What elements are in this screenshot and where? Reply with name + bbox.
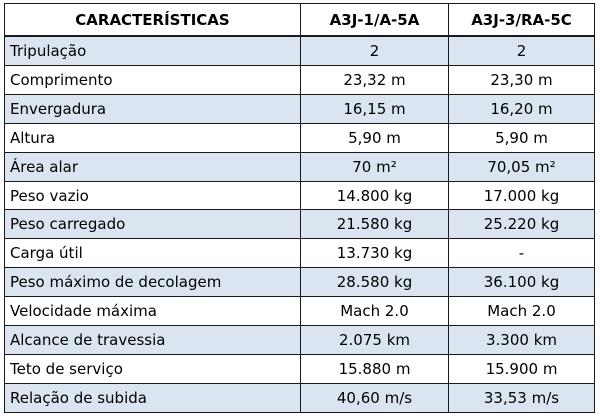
value-a3j-3: -: [448, 238, 595, 269]
value-a3j-3: 33,53 m/s: [448, 382, 595, 414]
table-row: Área alar 70 m² 70,05 m²: [4, 151, 595, 182]
row-label: Relação de subida: [4, 382, 301, 414]
row-label: Tripulação: [4, 35, 301, 66]
row-label: Teto de serviço: [4, 354, 301, 384]
table-row: Teto de serviço 15.880 m 15.900 m: [4, 354, 595, 384]
value-a3j-1: 2.075 km: [300, 325, 449, 355]
table-row: Tripulação 2 2: [4, 35, 595, 66]
value-a3j-1: 40,60 m/s: [300, 382, 449, 414]
table-row: Alcance de travessia 2.075 km 3.300 km: [4, 325, 595, 355]
value-a3j-1: Mach 2.0: [300, 296, 449, 327]
row-label: Peso vazio: [4, 180, 301, 211]
value-a3j-1: 28.580 kg: [300, 267, 449, 298]
row-label: Envergadura: [4, 93, 301, 124]
row-label: Carga útil: [4, 238, 301, 269]
value-a3j-3: 70,05 m²: [448, 151, 595, 182]
table-row: Peso carregado 21.580 kg 25.220 kg: [4, 209, 595, 240]
table-row: Envergadura 16,15 m 16,20 m: [4, 93, 595, 124]
value-a3j-3: 25.220 kg: [448, 209, 595, 240]
value-a3j-1: 13.730 kg: [300, 238, 449, 269]
header-characteristics: CARACTERÍSTICAS: [4, 3, 301, 37]
value-a3j-3: Mach 2.0: [448, 296, 595, 327]
value-a3j-1: 5,90 m: [300, 122, 449, 153]
value-a3j-1: 2: [300, 35, 449, 66]
row-label: Velocidade máxima: [4, 296, 301, 327]
table-row: Relação de subida 40,60 m/s 33,53 m/s: [4, 382, 595, 414]
header-row: CARACTERÍSTICAS A3J-1/A-5A A3J-3/RA-5C: [4, 3, 595, 37]
table-row: Peso máximo de decolagem 28.580 kg 36.10…: [4, 267, 595, 298]
row-label: Altura: [4, 122, 301, 153]
value-a3j-3: 3.300 km: [448, 325, 595, 355]
row-label: Alcance de travessia: [4, 325, 301, 355]
value-a3j-1: 23,32 m: [300, 64, 449, 95]
value-a3j-3: 15.900 m: [448, 354, 595, 384]
value-a3j-3: 17.000 kg: [448, 180, 595, 211]
specs-table: CARACTERÍSTICAS A3J-1/A-5A A3J-3/RA-5C T…: [4, 3, 595, 414]
header-a3j-1: A3J-1/A-5A: [300, 3, 449, 37]
row-label: Comprimento: [4, 64, 301, 95]
value-a3j-1: 15.880 m: [300, 354, 449, 384]
value-a3j-1: 16,15 m: [300, 93, 449, 124]
header-a3j-3: A3J-3/RA-5C: [448, 3, 595, 37]
table-row: Peso vazio 14.800 kg 17.000 kg: [4, 180, 595, 211]
value-a3j-3: 36.100 kg: [448, 267, 595, 298]
table-row: Comprimento 23,32 m 23,30 m: [4, 64, 595, 95]
value-a3j-3: 5,90 m: [448, 122, 595, 153]
value-a3j-1: 70 m²: [300, 151, 449, 182]
row-label: Peso carregado: [4, 209, 301, 240]
value-a3j-1: 14.800 kg: [300, 180, 449, 211]
row-label: Peso máximo de decolagem: [4, 267, 301, 298]
table-row: Velocidade máxima Mach 2.0 Mach 2.0: [4, 296, 595, 327]
value-a3j-3: 16,20 m: [448, 93, 595, 124]
specs-table-container: CARACTERÍSTICAS A3J-1/A-5A A3J-3/RA-5C T…: [4, 3, 595, 414]
value-a3j-1: 21.580 kg: [300, 209, 449, 240]
value-a3j-3: 23,30 m: [448, 64, 595, 95]
table-row: Carga útil 13.730 kg -: [4, 238, 595, 269]
row-label: Área alar: [4, 151, 301, 182]
table-row: Altura 5,90 m 5,90 m: [4, 122, 595, 153]
value-a3j-3: 2: [448, 35, 595, 66]
